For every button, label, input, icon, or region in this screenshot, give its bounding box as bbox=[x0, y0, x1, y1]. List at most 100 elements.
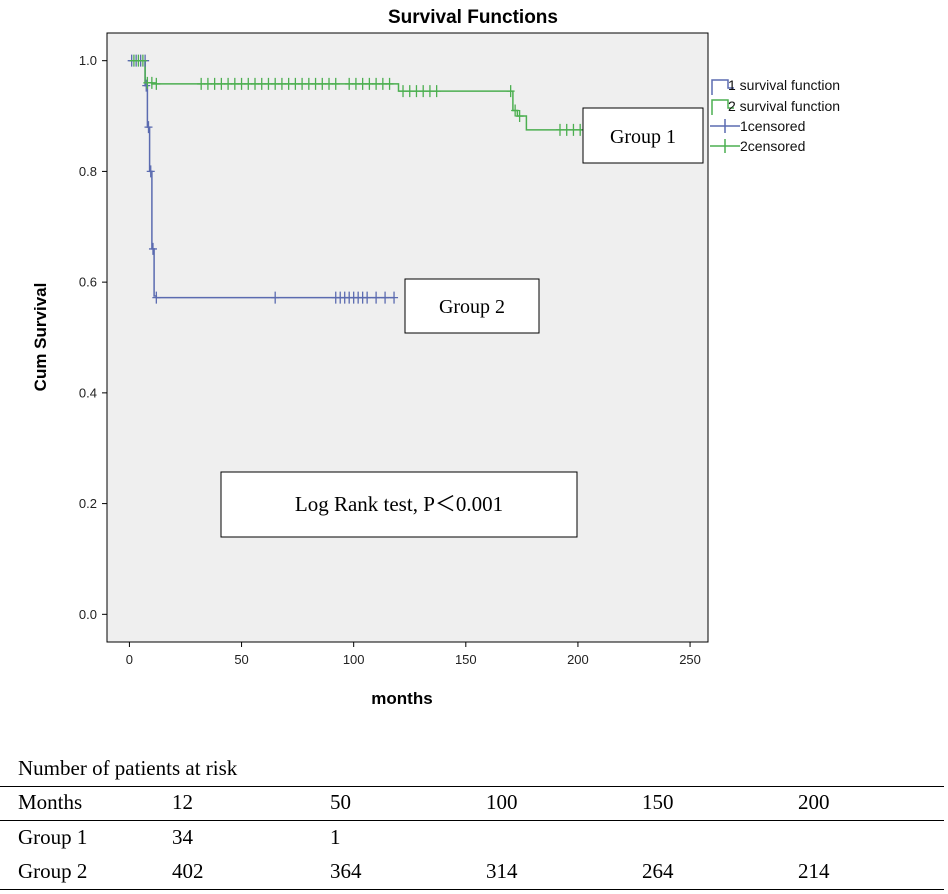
risk-header-200: 200 bbox=[798, 790, 830, 814]
censor-mark-group2 bbox=[318, 77, 327, 90]
censor-mark-group2 bbox=[197, 77, 206, 90]
risk-table-header-row: Months 12 50 100 150 200 bbox=[0, 786, 944, 820]
x-tick-label: 200 bbox=[567, 652, 589, 667]
censor-mark-group2 bbox=[378, 77, 387, 90]
censor-mark-group1 bbox=[142, 79, 151, 92]
censor-mark-group2 bbox=[298, 77, 307, 90]
censor-mark-group1 bbox=[152, 291, 161, 304]
risk-header-label: Months bbox=[18, 790, 83, 814]
censor-mark-group1 bbox=[372, 291, 381, 304]
risk-row2-label: Group 2 bbox=[18, 859, 88, 883]
censor-mark-group1 bbox=[390, 291, 399, 304]
censor-mark-group1 bbox=[381, 291, 390, 304]
censor-mark-group2 bbox=[345, 77, 354, 90]
censor-mark-group2 bbox=[569, 123, 578, 136]
risk-table: Number of patients at risk Months 12 50 … bbox=[0, 750, 948, 894]
annotation-group1-box bbox=[582, 107, 704, 164]
censor-mark-group2 bbox=[152, 77, 161, 90]
censor-mark-group2 bbox=[304, 77, 313, 90]
risk-header-150: 150 bbox=[642, 790, 674, 814]
y-tick-label: 0.0 bbox=[79, 607, 97, 622]
censor-mark-group1 bbox=[146, 165, 155, 178]
censor-mark-group2 bbox=[412, 85, 421, 98]
censor-mark-group2 bbox=[210, 77, 219, 90]
censor-mark-group2 bbox=[224, 77, 233, 90]
censor-mark-group2 bbox=[511, 104, 520, 117]
censor-mark-group1 bbox=[363, 291, 372, 304]
censor-mark-group2 bbox=[284, 77, 293, 90]
censor-mark-group1 bbox=[144, 121, 153, 134]
censor-mark-group2 bbox=[203, 77, 212, 90]
risk-table-bottom-rule bbox=[0, 889, 944, 890]
risk-row2-50: 364 bbox=[330, 859, 362, 883]
risk-row2-200: 214 bbox=[798, 859, 830, 883]
y-axis-label: Cum Survival bbox=[31, 283, 50, 392]
annotation-group2: Group 2 bbox=[404, 278, 540, 334]
x-tick-label: 250 bbox=[679, 652, 701, 667]
legend: 1 survival function 2 survival function … bbox=[710, 77, 840, 154]
censor-mark-group2 bbox=[244, 77, 253, 90]
risk-row1-12: 34 bbox=[172, 825, 193, 849]
censor-mark-group2 bbox=[138, 54, 147, 67]
x-tick-label: 100 bbox=[343, 652, 365, 667]
risk-row2-150: 264 bbox=[642, 859, 674, 883]
risk-table-top-rule bbox=[0, 786, 944, 787]
censor-mark-group2 bbox=[311, 77, 320, 90]
legend-swatch-1-survival bbox=[711, 79, 734, 95]
censor-mark-group1 bbox=[148, 242, 157, 255]
legend-label-2-censored: 2censored bbox=[740, 138, 805, 154]
censor-mark-group2 bbox=[147, 76, 156, 89]
censor-mark-group2 bbox=[372, 77, 381, 90]
risk-header-100: 100 bbox=[486, 790, 518, 814]
legend-item-1-censored: 1censored bbox=[710, 118, 805, 134]
y-tick-label: 0.8 bbox=[79, 164, 97, 179]
censor-mark-group2 bbox=[432, 85, 441, 98]
censor-mark-group2 bbox=[217, 77, 226, 90]
censor-mark-group1 bbox=[271, 291, 280, 304]
risk-table-row-group2: Group 2 402 364 314 264 214 bbox=[0, 855, 944, 889]
censor-mark-group2 bbox=[405, 85, 414, 98]
censor-mark-group2 bbox=[351, 77, 360, 90]
censor-mark-group2 bbox=[251, 77, 260, 90]
survival-chart: Survival Functions 0.0 0.2 0.4 0.6 0.8 1.0 0 50… bbox=[31, 7, 840, 708]
censor-marks bbox=[127, 54, 591, 304]
x-tick-label: 50 bbox=[234, 652, 248, 667]
annotation-logrank-box bbox=[220, 471, 578, 538]
censor-mark-group2 bbox=[264, 77, 273, 90]
annotation-group2-box bbox=[404, 278, 540, 334]
risk-table-row-group1: Group 1 34 1 bbox=[0, 821, 944, 855]
legend-swatch-2-survival bbox=[711, 99, 734, 115]
legend-item-2-survival: 2 survival function bbox=[711, 98, 840, 115]
annotation-group1: Group 1 bbox=[582, 107, 704, 164]
censor-mark-group2 bbox=[385, 77, 394, 90]
annotation-group1-text: Group 1 bbox=[610, 126, 676, 148]
risk-table-title: Number of patients at risk bbox=[18, 756, 238, 780]
risk-table-header-rule bbox=[0, 820, 944, 821]
censor-mark-group2 bbox=[562, 123, 571, 136]
censor-mark-group2 bbox=[325, 77, 334, 90]
y-tick-label: 0.2 bbox=[79, 496, 97, 511]
x-axis-label: months bbox=[371, 689, 432, 708]
censor-mark-group2 bbox=[419, 85, 428, 98]
censor-mark-group2 bbox=[257, 77, 266, 90]
legend-swatch-1-censored bbox=[710, 119, 740, 133]
censor-mark-group2 bbox=[291, 77, 300, 90]
legend-item-1-survival: 1 survival function bbox=[711, 77, 840, 95]
risk-row2-12: 402 bbox=[172, 859, 204, 883]
censor-mark-group2 bbox=[506, 85, 515, 98]
legend-label-2-survival: 2 survival function bbox=[728, 98, 840, 114]
censor-mark-group2 bbox=[230, 77, 239, 90]
risk-row1-label: Group 1 bbox=[18, 825, 88, 849]
axes: 0.0 0.2 0.4 0.6 0.8 1.0 0 50 100 150 200 250 bbox=[79, 53, 701, 667]
x-tick-label: 0 bbox=[126, 652, 133, 667]
censor-mark-group2 bbox=[425, 85, 434, 98]
y-tick-label: 0.4 bbox=[79, 385, 97, 400]
censor-mark-group2 bbox=[271, 77, 280, 90]
legend-label-1-survival: 1 survival function bbox=[728, 77, 840, 93]
censor-mark-group2 bbox=[331, 77, 340, 90]
censor-mark-group2 bbox=[515, 110, 524, 123]
legend-label-1-censored: 1censored bbox=[740, 118, 805, 134]
annotation-group2-text: Group 2 bbox=[439, 296, 505, 318]
y-tick-label: 0.6 bbox=[79, 275, 97, 290]
censor-mark-group2 bbox=[277, 77, 286, 90]
